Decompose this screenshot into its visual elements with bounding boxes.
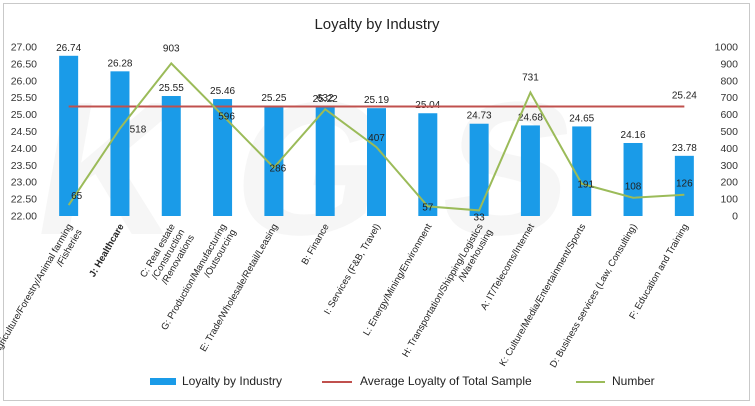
number-value-label: 632 <box>317 93 334 104</box>
right-axis-tick-label: 100 <box>720 194 738 206</box>
legend: Loyalty by Industry Average Loyalty of To… <box>150 374 655 388</box>
bar-value-label: 26.28 <box>107 58 132 69</box>
right-axis-tick-label: 300 <box>720 160 738 172</box>
bar-value-label: 25.22 <box>313 94 338 105</box>
right-axis-tick-label: 200 <box>720 177 738 189</box>
right-axis-tick-label: 400 <box>720 143 738 155</box>
bar <box>213 99 233 216</box>
left-axis-tick-label: 25.50 <box>11 92 37 104</box>
bar <box>367 108 386 216</box>
x-axis-category-label: D: Business services (Law, Consulting) <box>548 222 640 370</box>
bar-value-label: 24.16 <box>621 130 646 141</box>
bar <box>59 55 79 217</box>
right-axis-tick-label: 0 <box>732 211 738 223</box>
bar <box>572 126 592 216</box>
bar-series <box>59 55 694 217</box>
left-y-axis: 22.00 22.50 23.00 23.50 24.00 24.50 25.00 25.50… <box>11 42 37 223</box>
bar <box>418 113 438 216</box>
right-axis-tick-label: 900 <box>720 58 738 70</box>
number-value-labels: 65 518 903 596 286 632 407 57 33 731 191 108 126 <box>71 43 693 223</box>
legend-number-label: Number <box>612 374 655 388</box>
number-value-label: 33 <box>474 212 486 223</box>
bar <box>674 155 694 216</box>
number-value-label: 191 <box>577 180 594 191</box>
number-value-label: 65 <box>71 191 83 202</box>
number-value-label: 731 <box>522 72 539 83</box>
number-line-series <box>67 61 685 212</box>
left-axis-tick-label: 23.50 <box>11 160 37 172</box>
right-axis-tick-label: 800 <box>720 75 738 87</box>
bar <box>264 106 284 216</box>
bar-value-label: 24.73 <box>467 111 492 122</box>
left-axis-tick-label: 23.00 <box>11 177 37 189</box>
number-value-label: 903 <box>163 43 180 54</box>
left-axis-tick-label: 25.00 <box>11 109 37 121</box>
number-value-label: 518 <box>130 124 147 135</box>
legend-bar-label: Loyalty by Industry <box>182 374 282 388</box>
number-value-label: 286 <box>270 164 287 175</box>
number-value-label: 108 <box>625 182 642 193</box>
bar <box>469 123 489 216</box>
bar-value-label: 25.25 <box>261 93 286 104</box>
x-axis-category-label: M: Agriculture/Forestry/Animal farming/F… <box>0 222 85 373</box>
x-axis-category-label: K: Culture/Media/Entertainment/Sports <box>497 222 588 369</box>
right-axis-tick-label: 1000 <box>715 42 739 54</box>
x-axis-category-labels: M: Agriculture/Forestry/Animal farming/F… <box>0 222 691 373</box>
bar-value-label: 25.46 <box>210 86 235 97</box>
legend-bar-swatch <box>150 378 176 385</box>
x-axis-category-label: F: Education and Training <box>627 222 691 321</box>
bar <box>315 107 335 216</box>
x-axis-category-label: B: Finance <box>300 222 332 267</box>
bar-value-label: 24.65 <box>569 113 594 124</box>
left-axis-tick-label: 26.50 <box>11 58 37 70</box>
left-axis-tick-label: 27.00 <box>11 42 37 54</box>
average-line-series: 25.24 <box>68 90 697 108</box>
right-axis-tick-label: 500 <box>720 126 738 138</box>
right-y-axis: 0 100 200 300 400 500 600 700 800 900 1000 <box>715 42 739 223</box>
left-axis-tick-label: 22.00 <box>11 211 37 223</box>
left-axis-tick-label: 22.50 <box>11 194 37 206</box>
average-value-label: 25.24 <box>672 90 697 101</box>
legend-average-label: Average Loyalty of Total Sample <box>360 374 532 388</box>
x-axis-category-label: J: Healthcare <box>87 222 126 279</box>
bar-value-label: 24.68 <box>518 112 543 123</box>
bar-value-label: 26.74 <box>56 43 81 54</box>
right-axis-tick-label: 700 <box>720 92 738 104</box>
number-value-label: 126 <box>676 179 693 190</box>
x-axis-category-label: I: Services (F&B, Travel) <box>322 222 383 317</box>
number-value-label: 596 <box>218 111 235 122</box>
bar <box>520 125 540 216</box>
bar <box>161 96 181 216</box>
number-line <box>67 61 685 212</box>
left-axis-tick-label: 24.50 <box>11 126 37 138</box>
right-axis-tick-label: 600 <box>720 109 738 121</box>
bar-value-label: 25.55 <box>159 83 184 94</box>
left-axis-tick-label: 26.00 <box>11 75 37 87</box>
bar <box>623 142 643 216</box>
number-value-label: 57 <box>422 202 434 213</box>
chart-title: Loyalty by Industry <box>314 16 440 33</box>
number-value-label: 407 <box>368 133 385 144</box>
bar <box>110 71 130 216</box>
bar-value-label: 23.78 <box>672 143 697 154</box>
bar-value-label: 25.19 <box>364 95 389 106</box>
left-axis-tick-label: 24.00 <box>11 143 37 155</box>
